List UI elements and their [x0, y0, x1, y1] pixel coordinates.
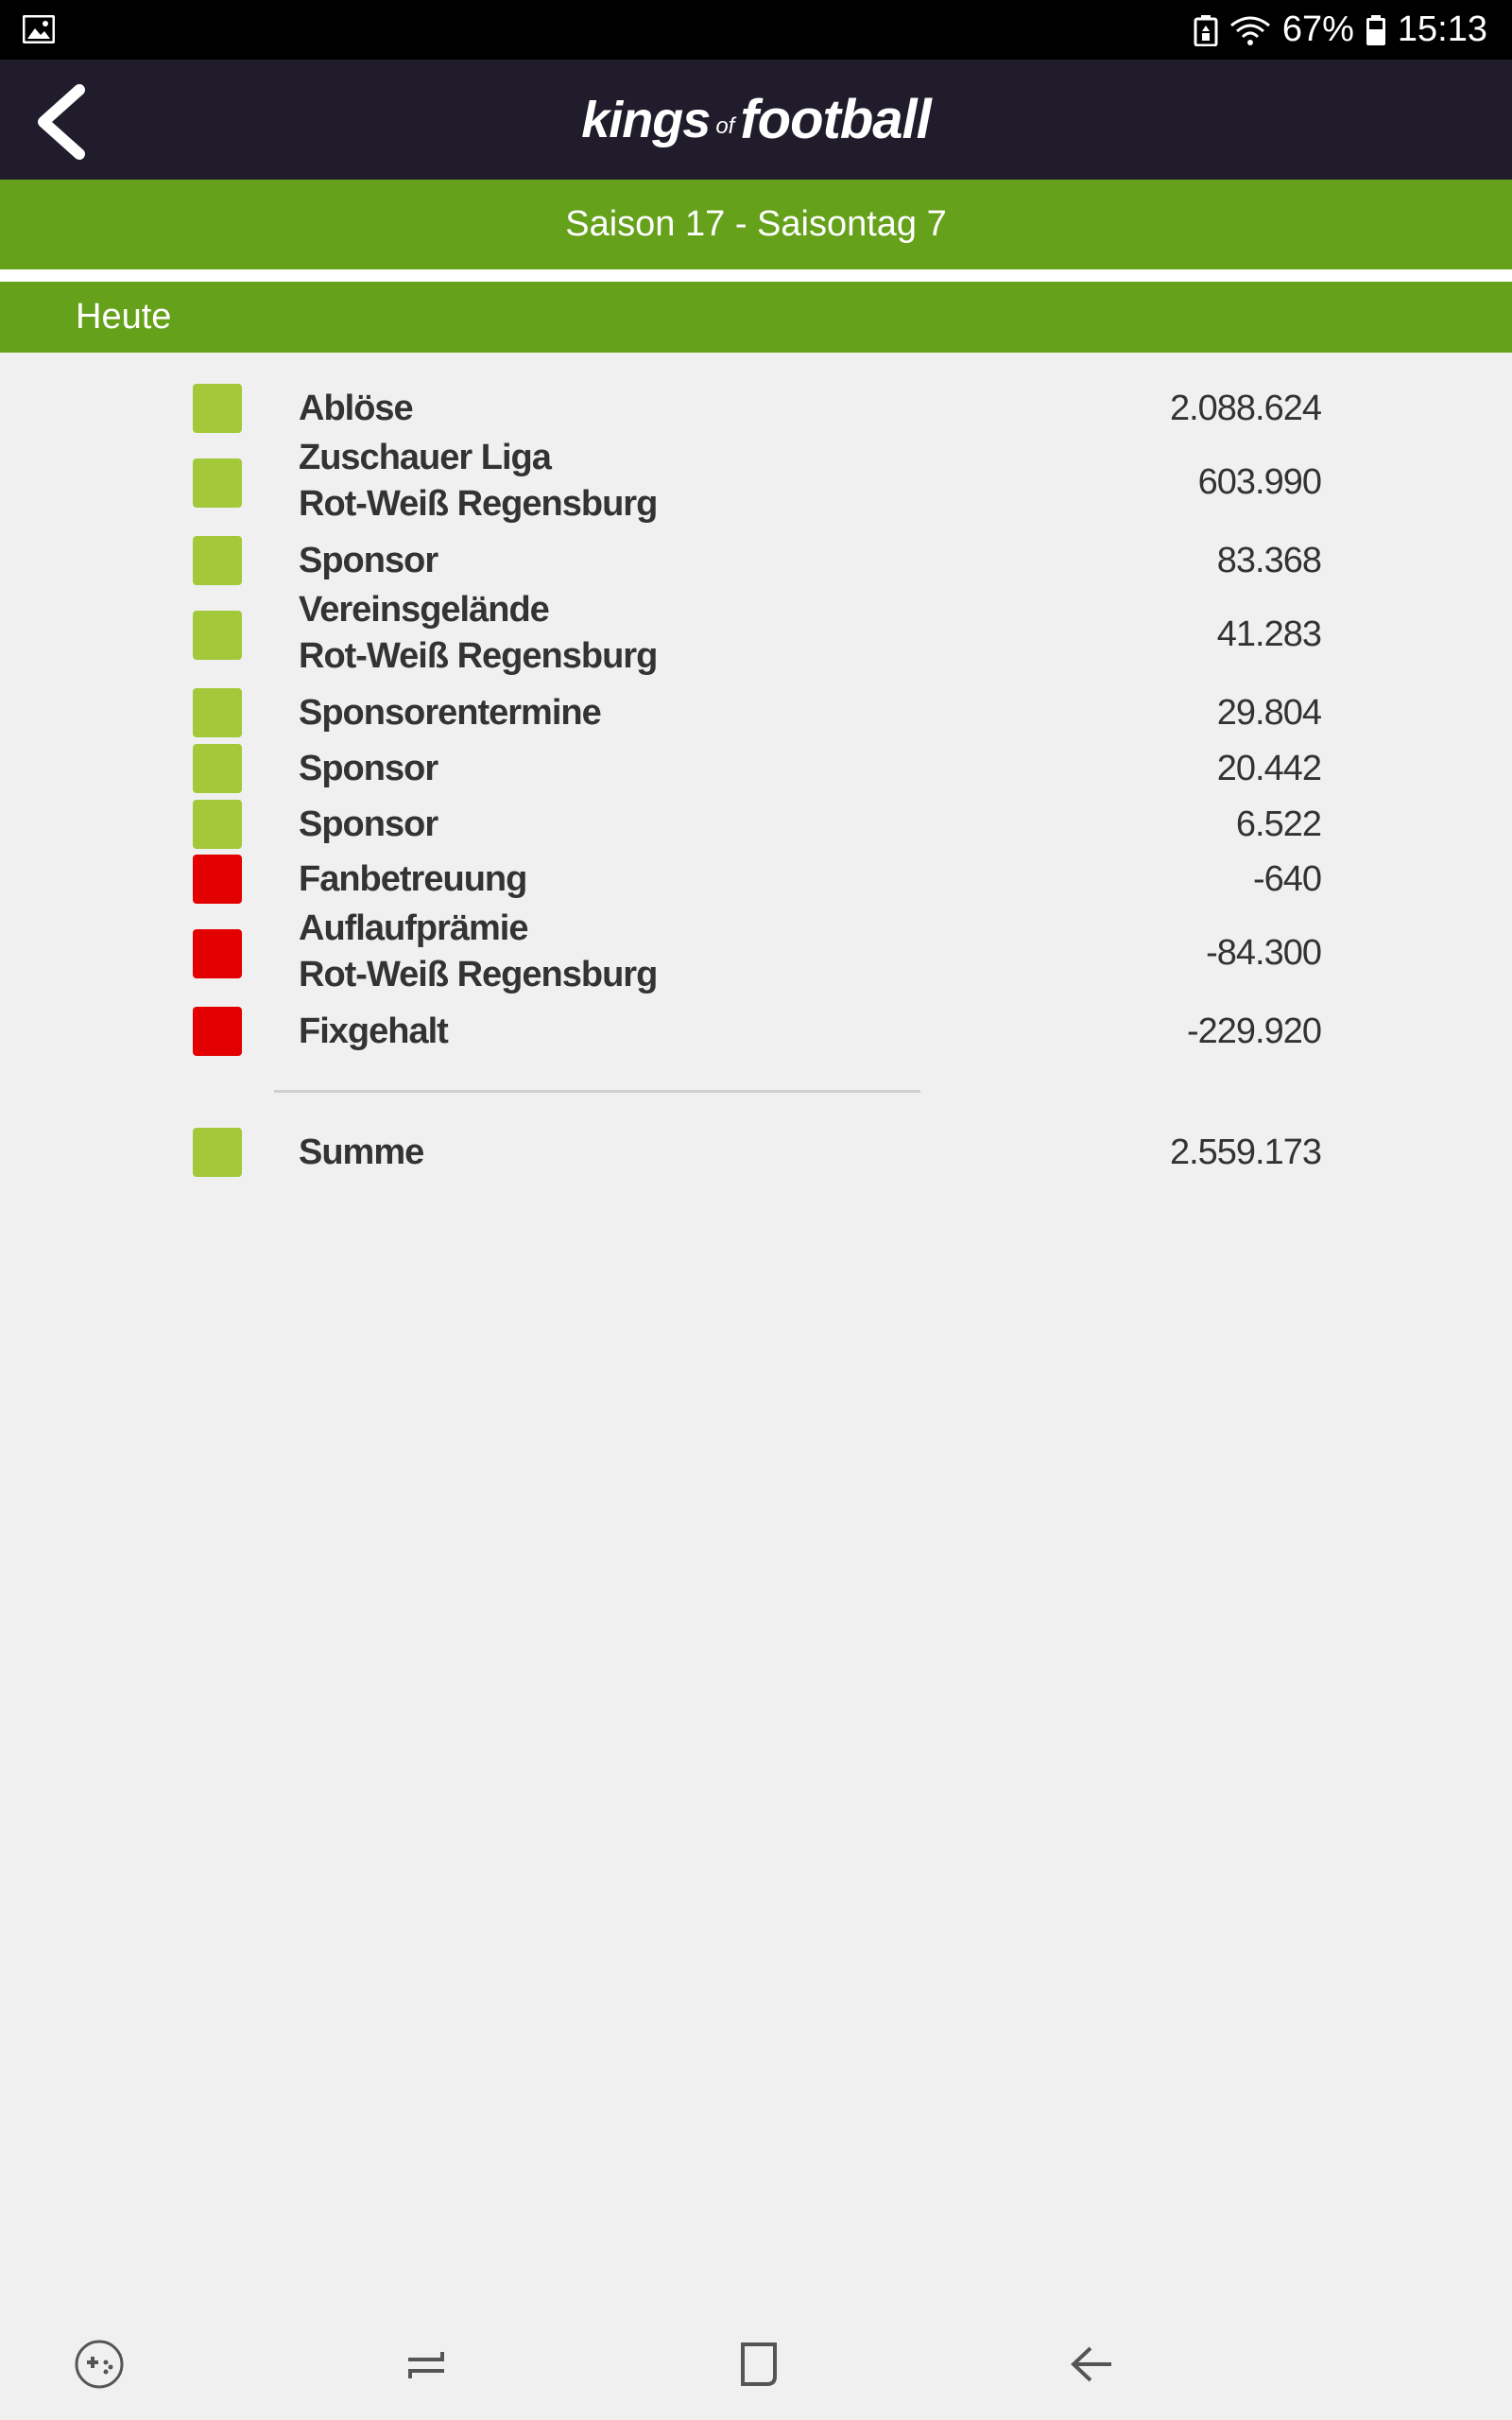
clock: 15:13	[1397, 9, 1487, 49]
logo-kings: kings	[581, 91, 711, 148]
image-icon	[23, 15, 55, 43]
entry-sublabel: Rot-Weiß Regensburg	[299, 484, 658, 524]
season-header: Saison 17 - Saisontag 7	[0, 180, 1512, 269]
wifi-icon	[1229, 16, 1270, 45]
home-icon[interactable]	[726, 2331, 792, 2397]
app-bar: kings of football	[0, 60, 1512, 180]
logo-of: of	[715, 112, 735, 139]
entry-label: Zuschauer Liga	[299, 438, 552, 477]
negative-indicator	[193, 1007, 242, 1056]
entry-value: 2.088.624	[1169, 389, 1322, 428]
divider-gap	[0, 269, 1512, 282]
entry-value: 41.283	[1216, 614, 1322, 654]
positive-indicator	[193, 458, 242, 508]
entry-value: 6.522	[1235, 804, 1322, 844]
chevron-left-icon[interactable]	[26, 78, 112, 164]
entry-value: 29.804	[1216, 693, 1322, 733]
battery-saver-icon	[1194, 14, 1218, 46]
positive-indicator	[193, 611, 242, 660]
entry-label: Auflaufprämie	[299, 908, 528, 948]
entry-value: -84.300	[1206, 933, 1322, 973]
entry-value: -640	[1252, 859, 1322, 899]
recents-icon[interactable]	[393, 2331, 459, 2397]
positive-indicator	[193, 536, 242, 585]
entry-label: Ablöse	[299, 389, 414, 428]
entry-value: 20.442	[1216, 749, 1322, 788]
entry-sublabel: Rot-Weiß Regensburg	[299, 955, 658, 994]
logo-football: football	[740, 89, 931, 150]
negative-indicator	[193, 855, 242, 904]
entry-value: 603.990	[1197, 462, 1322, 502]
system-nav-bar	[0, 2307, 1512, 2420]
entry-label: Sponsor	[299, 541, 438, 580]
app-logo: kings of football	[0, 60, 1512, 180]
section-label: Heute	[76, 297, 172, 337]
positive-indicator	[193, 384, 242, 433]
entry-value: 83.368	[1216, 541, 1322, 580]
positive-indicator	[193, 688, 242, 737]
status-bar: 67% 15:13	[0, 0, 1512, 60]
positive-indicator	[193, 1128, 242, 1177]
entry-label: Sponsor	[299, 749, 438, 788]
entry-value: -229.920	[1186, 1011, 1322, 1051]
negative-indicator	[193, 929, 242, 978]
total-value: 2.559.173	[1169, 1132, 1322, 1172]
positive-indicator	[193, 744, 242, 793]
battery-icon	[1366, 14, 1385, 45]
status-indicators: 67% 15:13	[1194, 0, 1487, 60]
entry-label: Sponsorentermine	[299, 693, 602, 733]
back-arrow-icon[interactable]	[1058, 2331, 1125, 2397]
entry-label: Fixgehalt	[299, 1011, 449, 1051]
total-divider	[274, 1090, 920, 1093]
entry-sublabel: Rot-Weiß Regensburg	[299, 636, 658, 676]
game-tools-icon[interactable]	[66, 2331, 132, 2397]
entry-label: Fanbetreuung	[299, 859, 527, 899]
season-label: Saison 17 - Saisontag 7	[565, 204, 947, 244]
total-label: Summe	[299, 1132, 424, 1172]
entry-label: Vereinsgelände	[299, 590, 550, 630]
positive-indicator	[193, 800, 242, 849]
battery-percent: 67%	[1281, 9, 1354, 49]
entry-label: Sponsor	[299, 804, 438, 844]
section-header: Heute	[0, 282, 1512, 353]
